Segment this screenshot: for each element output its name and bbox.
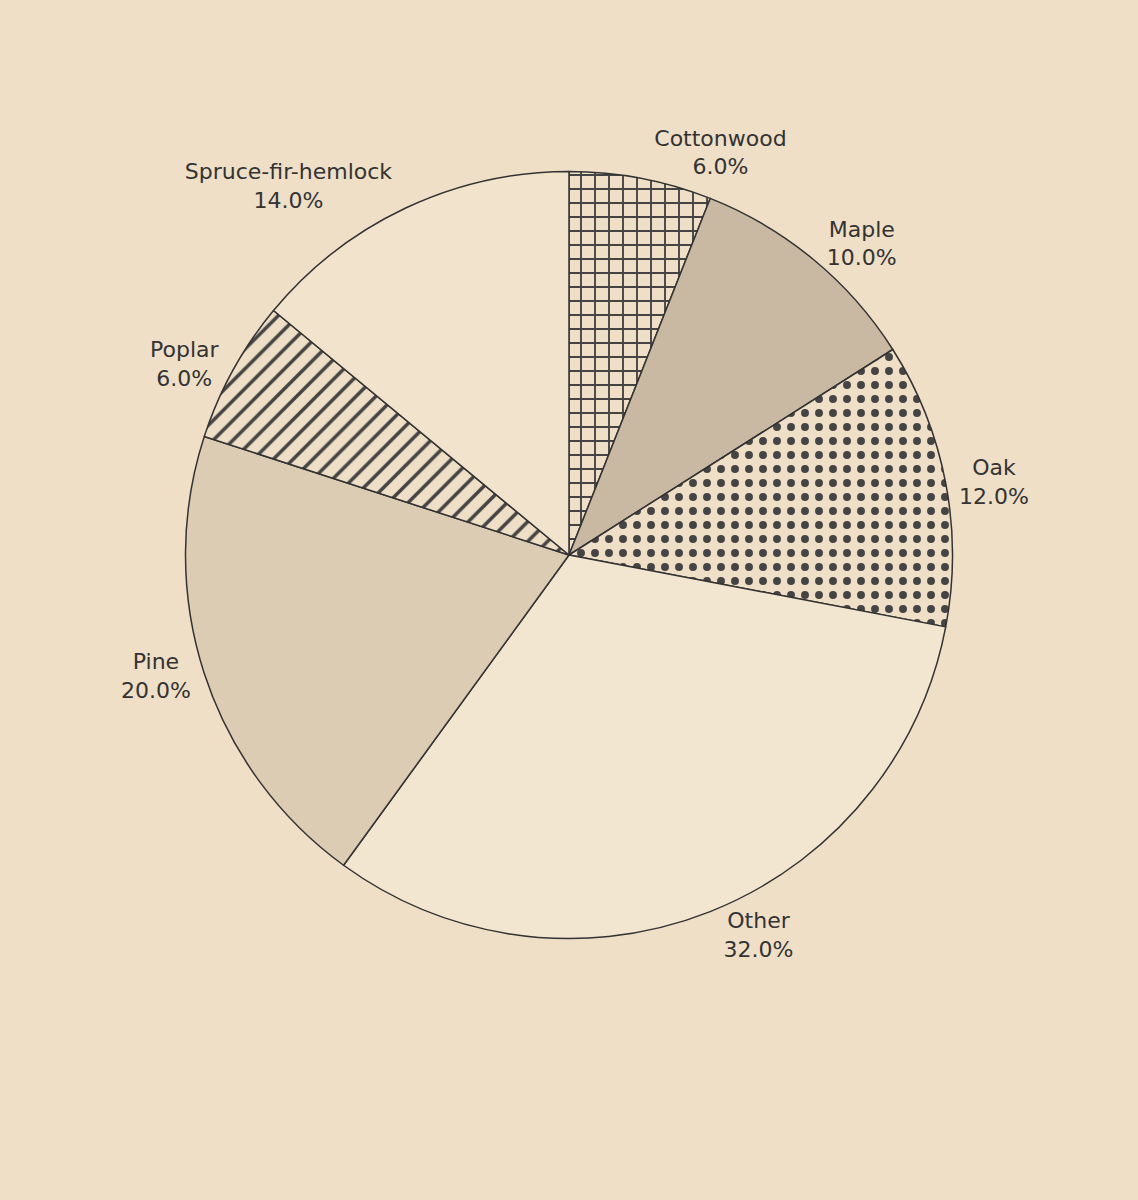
svg-text:Oak12.0%: Oak12.0% — [959, 455, 1029, 509]
svg-text:Spruce-fir-hemlock14.0%: Spruce-fir-hemlock14.0% — [185, 159, 392, 213]
svg-text:Pine20.0%: Pine20.0% — [121, 649, 191, 703]
svg-text:Poplar6.0%: Poplar6.0% — [150, 337, 220, 391]
svg-text:Cottonwood6.0%: Cottonwood6.0% — [654, 126, 786, 180]
svg-text:Maple10.0%: Maple10.0% — [827, 217, 897, 271]
svg-text:Other32.0%: Other32.0% — [724, 908, 794, 962]
